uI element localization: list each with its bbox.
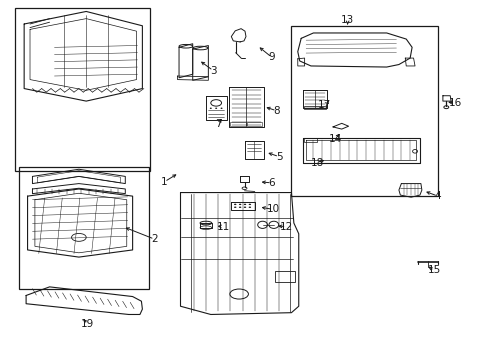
Text: 6: 6 (269, 178, 275, 188)
Bar (15, 8, 150, 171)
Ellipse shape (248, 204, 251, 205)
Text: 4: 4 (435, 191, 441, 201)
Text: 13: 13 (341, 15, 354, 26)
Bar (275, 271, 295, 282)
Bar (304, 106, 326, 109)
Text: 10: 10 (267, 204, 280, 215)
Ellipse shape (234, 207, 237, 208)
Text: 12: 12 (280, 222, 293, 231)
Text: 2: 2 (151, 234, 158, 244)
Ellipse shape (210, 108, 212, 109)
Bar (230, 122, 246, 126)
Text: 1: 1 (161, 177, 168, 187)
Bar (19, 167, 149, 289)
Text: 5: 5 (276, 152, 283, 162)
Text: 19: 19 (81, 319, 94, 329)
Bar (247, 122, 262, 126)
Text: 9: 9 (269, 52, 275, 62)
Text: 18: 18 (311, 158, 324, 168)
Text: 3: 3 (210, 66, 217, 76)
Text: 14: 14 (329, 134, 342, 144)
Ellipse shape (244, 207, 246, 208)
Text: 7: 7 (215, 120, 221, 129)
Text: 11: 11 (217, 222, 230, 231)
Bar (292, 26, 438, 196)
Text: 17: 17 (318, 100, 331, 110)
Bar (304, 138, 318, 142)
Text: 8: 8 (273, 106, 280, 116)
Ellipse shape (244, 204, 246, 205)
Ellipse shape (234, 204, 237, 205)
Ellipse shape (215, 108, 217, 109)
Text: 16: 16 (448, 98, 462, 108)
Ellipse shape (239, 207, 242, 208)
Ellipse shape (239, 204, 242, 205)
Ellipse shape (248, 207, 251, 208)
Ellipse shape (220, 108, 222, 109)
Text: 15: 15 (428, 265, 441, 275)
